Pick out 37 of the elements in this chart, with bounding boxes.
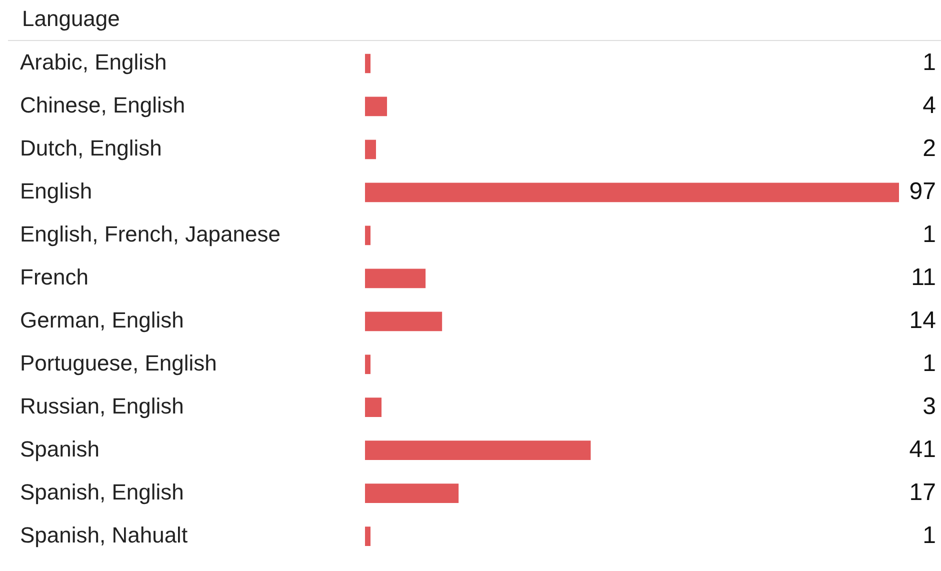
bar <box>365 226 371 246</box>
data-label: 1 <box>922 522 936 549</box>
bar <box>365 54 371 74</box>
bar <box>365 526 371 546</box>
y-tick-label: Spanish, English <box>20 479 184 504</box>
y-tick-label: English <box>20 178 92 204</box>
bar <box>365 140 376 160</box>
data-label: 14 <box>909 307 936 334</box>
y-tick-label: Spanish <box>20 436 100 462</box>
bar <box>365 268 426 288</box>
y-tick-label: French <box>20 264 88 290</box>
bar <box>365 354 371 374</box>
y-tick-label: Portuguese, English <box>20 350 217 376</box>
data-label: 17 <box>909 478 936 506</box>
bar <box>365 484 459 503</box>
data-label: 2 <box>922 135 936 162</box>
data-label: 4 <box>922 92 936 120</box>
y-tick-label: Russian, English <box>20 393 184 418</box>
data-label: 11 <box>911 264 936 292</box>
data-label: 3 <box>922 392 936 420</box>
data-label: 1 <box>922 350 936 377</box>
data-label: 41 <box>909 436 936 463</box>
bar <box>365 398 382 418</box>
bar <box>365 312 442 332</box>
data-label: 97 <box>909 178 936 206</box>
y-tick-label: Chinese, English <box>20 92 186 118</box>
y-tick-label: Arabic, English <box>20 50 167 75</box>
y-axis-title: Language <box>22 6 120 32</box>
data-label: 1 <box>922 49 936 76</box>
bar <box>365 440 591 460</box>
bar <box>365 96 388 116</box>
y-tick-label: Dutch, English <box>20 136 162 161</box>
y-tick-label: German, English <box>20 307 184 332</box>
y-tick-label: English, French, Japanese <box>20 221 280 246</box>
y-tick-label: Spanish, Nahualt <box>20 522 188 548</box>
bar <box>365 182 899 202</box>
data-label: 1 <box>922 221 936 248</box>
